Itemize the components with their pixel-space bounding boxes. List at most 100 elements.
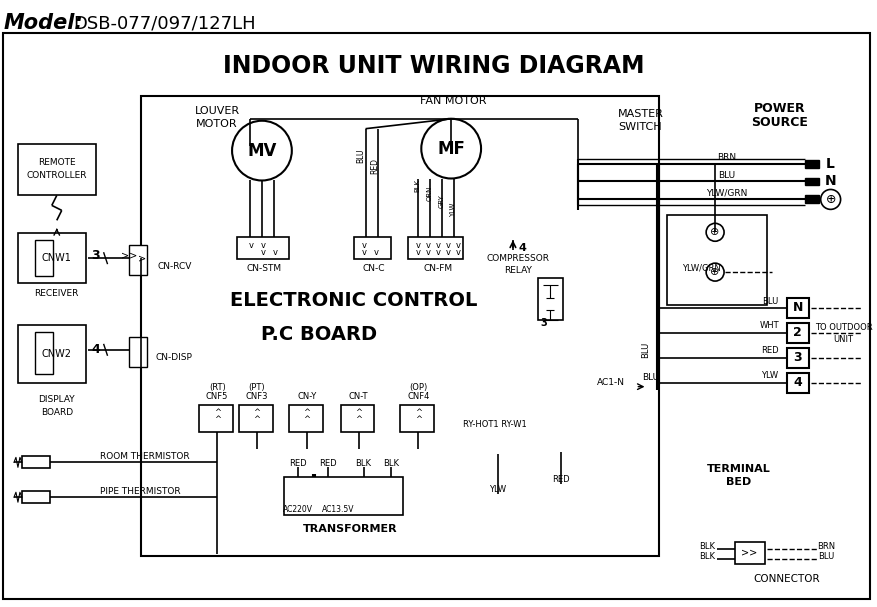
Text: RECEIVER: RECEIVER [34,288,79,297]
Bar [284,477,403,515]
Text: >: > [139,253,146,263]
Text: N: N [825,174,837,189]
Text: (RT): (RT) [209,383,225,392]
Circle shape [232,121,292,180]
Text: CN-C: CN-C [362,263,385,273]
Text: ORN: ORN [426,186,432,201]
Text: RED: RED [370,158,379,174]
Text: AC220V: AC220V [282,504,313,514]
Bar [22,456,50,469]
Text: YLW/GRN: YLW/GRN [706,189,748,198]
Text: ^: ^ [214,408,221,417]
Text: RELAY: RELAY [504,266,531,274]
Text: ⊕: ⊕ [710,267,720,277]
Text: CNW1: CNW1 [42,253,72,263]
Text: CNF4: CNF4 [407,392,430,401]
Text: 3: 3 [794,351,802,364]
Bar [787,348,809,368]
Circle shape [324,486,332,494]
Text: ^: ^ [214,415,221,424]
Text: 3: 3 [541,318,547,328]
Text: CN-STM: CN-STM [246,263,282,273]
Text: v: v [273,248,277,257]
Text: P.C BOARD: P.C BOARD [260,325,377,344]
Text: SWITCH: SWITCH [618,122,662,132]
Bar [199,405,233,432]
Text: WHT: WHT [760,322,780,330]
Text: CONNECTOR: CONNECTOR [753,574,820,584]
Text: v: v [425,248,431,257]
Text: ^: ^ [355,408,362,417]
Text: v: v [362,241,367,249]
Text: 4: 4 [91,344,100,356]
Text: ^: ^ [253,408,260,417]
Text: DSB-077/097/127LH: DSB-077/097/127LH [74,14,256,32]
Bar [239,405,273,432]
Bar [787,373,809,393]
Text: ^: ^ [415,415,422,424]
Text: UNIT: UNIT [834,335,853,344]
Text: BLU: BLU [641,342,650,358]
Text: BLK: BLK [383,459,399,468]
Text: YLW: YLW [450,202,456,217]
Text: RED: RED [289,459,307,468]
Text: BLU: BLU [718,171,736,180]
Bar [289,405,323,432]
Text: BED: BED [726,477,752,487]
Text: SOURCE: SOURCE [752,116,809,129]
Text: BRN: BRN [717,153,737,162]
Bar [35,240,53,276]
Text: PIPE THERMISTOR: PIPE THERMISTOR [100,487,181,496]
Circle shape [294,486,302,494]
Text: v: v [260,248,266,257]
Text: v: v [416,248,421,257]
Text: v: v [456,241,460,249]
Text: RED: RED [552,475,569,484]
Text: MV: MV [247,141,276,160]
Bar [805,160,819,168]
Text: Model:: Model: [4,13,83,33]
Text: v: v [374,248,379,257]
Text: L: L [826,157,835,171]
Bar [787,298,809,318]
Bar [130,337,147,367]
Text: MOTOR: MOTOR [196,119,238,129]
Bar [667,215,766,305]
Text: RED: RED [761,347,779,355]
Text: >>: >> [121,250,138,260]
Bar [340,405,374,432]
Text: CNF5: CNF5 [206,392,228,401]
Text: LOUVER: LOUVER [195,106,239,116]
Circle shape [421,119,481,178]
Text: BLU: BLU [356,148,365,163]
Bar [130,245,147,275]
Text: (PT): (PT) [249,383,265,392]
Text: BLU: BLU [762,296,778,305]
Text: RED: RED [319,459,337,468]
Bar [141,96,660,556]
Text: CNW2: CNW2 [42,349,72,359]
Text: DISPLAY: DISPLAY [39,395,75,404]
Bar [401,405,434,432]
Text: ^: ^ [253,415,260,424]
Bar [18,325,86,382]
Text: CNF3: CNF3 [246,392,268,401]
Text: CN-Y: CN-Y [297,392,317,401]
Text: v: v [260,241,266,249]
Bar [18,144,96,195]
Text: ^: ^ [415,408,422,417]
Text: v: v [248,241,253,249]
Text: v: v [446,241,451,249]
Text: BLU: BLU [642,373,659,382]
Text: GRY: GRY [438,194,445,208]
Bar [314,467,342,475]
Bar [22,491,50,503]
Text: AC1-N: AC1-N [596,378,624,387]
Text: v: v [416,241,421,249]
Text: BLK: BLK [414,179,420,192]
Text: INDOOR UNIT WIRING DIAGRAM: INDOOR UNIT WIRING DIAGRAM [223,54,644,78]
Bar [805,177,819,186]
Text: TERMINAL: TERMINAL [707,464,771,474]
Text: BLK: BLK [355,459,372,468]
Text: CN-RCV: CN-RCV [157,262,191,271]
